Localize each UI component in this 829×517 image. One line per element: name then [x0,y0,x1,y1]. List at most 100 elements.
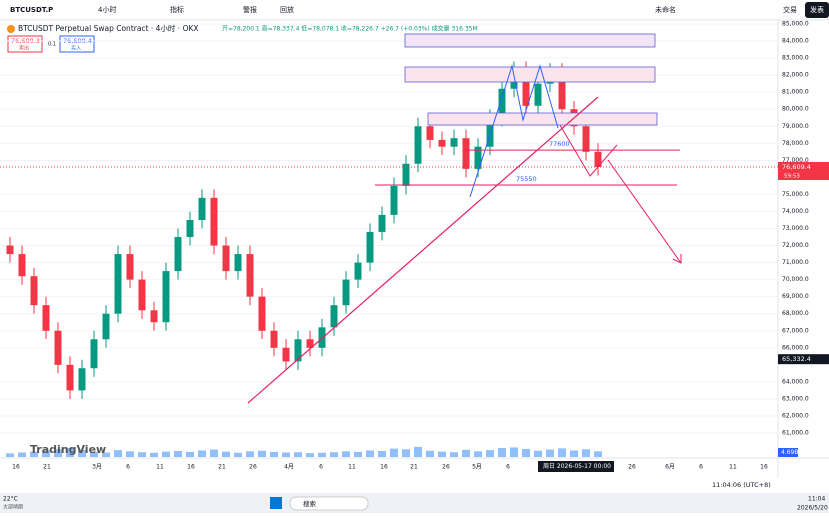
candle-body [66,364,74,391]
start-button[interactable] [270,497,282,509]
candle-body [354,262,362,280]
last-price: 76,609.4 [782,163,811,171]
y-tick-label: 77,000.0 [782,157,809,164]
buy-label[interactable]: 买入 [71,45,81,52]
y-tick-label: 64,000.0 [782,378,809,385]
volume-bar [174,451,182,457]
volume-bar [162,451,170,457]
candle-body [18,254,26,277]
taskbar [0,493,829,513]
candle-body [522,70,530,106]
volume-bar [342,451,350,457]
publish[interactable]: 发表 [810,5,824,14]
toolbar [0,0,829,20]
volume-bar [582,449,590,457]
search[interactable]: 搜索 [303,499,317,508]
volume-tag-bg [778,448,798,457]
sell-button[interactable] [7,35,43,53]
search-box[interactable] [289,496,369,511]
replay[interactable]: 回放 [280,5,294,14]
buy-button[interactable] [59,35,95,53]
y-tick-label: 72,000.0 [782,242,809,249]
weather: 大部晴朗 [3,504,23,511]
watermark: TradingView [30,443,106,456]
candle-body [126,254,134,280]
x-tick-label: 5月 [472,464,482,471]
legend-title: BTCUSDT Perpetual Swap Contract · 4小时 · … [18,23,199,33]
volume-bar [234,452,242,457]
candle-body [582,126,590,152]
volume-bar [270,451,278,457]
arrow-path [559,124,618,177]
trade[interactable]: 交易 [783,5,797,14]
volume-bar [426,450,434,457]
indicators[interactable]: 指标 [170,5,184,14]
candle-body [54,330,62,365]
volume-bar [18,452,26,457]
x-tick-label: 4月 [284,464,294,471]
clock: 11:04:06 (UTC+8) [712,481,771,489]
y-tick-label: 81,000.0 [782,89,809,96]
y-tick-label: 68,000.0 [782,310,809,317]
y-tick-label: 66,000.0 [782,344,809,351]
candle-body [534,83,542,106]
y-tick-label: 82,000.0 [782,72,809,79]
time: 11:04 [808,496,825,503]
sell-label[interactable]: 卖出 [19,45,29,52]
volume-bar [378,451,386,457]
publish-button[interactable] [805,2,829,18]
volume-bar [282,452,290,457]
alert[interactable]: 警报 [243,5,257,14]
volume-bar [366,450,374,457]
crosshair-label: 周日 2026-05-17 00:00 [543,463,611,470]
interval[interactable]: 4小时 [98,5,116,14]
candle-body [90,339,98,369]
zone [427,112,658,126]
x-tick-label: 26 [442,464,450,471]
candle-body [306,339,314,348]
candle-body [6,245,14,255]
countdown: 59:53 [784,173,800,179]
candle-body [450,138,458,147]
drawings [247,33,682,404]
candle-body [138,279,146,311]
volume-bar [306,453,314,457]
y-tick-label: 67,000.0 [782,327,809,334]
y-tick-label: 70,000.0 [782,276,809,283]
candle-body [474,146,482,169]
arrow [607,159,682,264]
volume-bar [402,449,410,457]
y-tick-label: 74,000.0 [782,208,809,215]
candle-body [378,214,386,232]
y-tick-label: 62,000.0 [782,412,809,419]
volume-bar [198,450,206,457]
volume-bar [438,451,446,457]
volume-bar [486,450,494,457]
volume-bar [138,452,146,457]
y-tick-label: 71,000.0 [782,259,809,266]
volume-bar [414,446,422,457]
marker-price-bg [778,354,829,365]
x-tick-label: 11 [729,464,737,471]
volume-tag: 4.69B [781,449,798,456]
volume-bar [330,452,338,457]
candle-body [102,313,110,340]
x-tick-label: 6月 [665,464,675,471]
candle-body [486,117,494,147]
y-tick-label: 85,000.0 [782,21,809,28]
volume-bar [30,451,38,457]
last-price-bg [778,161,829,172]
volume-bar [522,448,530,457]
candle-body [210,197,218,246]
layout-name[interactable]: 未命名 [655,5,676,14]
volume-bar [222,451,230,457]
x-tick-label: 16 [380,464,388,471]
candle-body [258,296,266,331]
y-tick-label: 61,000.0 [782,430,809,437]
trendline [247,96,599,404]
symbol[interactable]: BTCUSDT.P [10,6,53,14]
candle-body [78,368,86,391]
volume-bar [534,450,542,457]
volume-bar [90,451,98,457]
candle-body [150,310,158,323]
